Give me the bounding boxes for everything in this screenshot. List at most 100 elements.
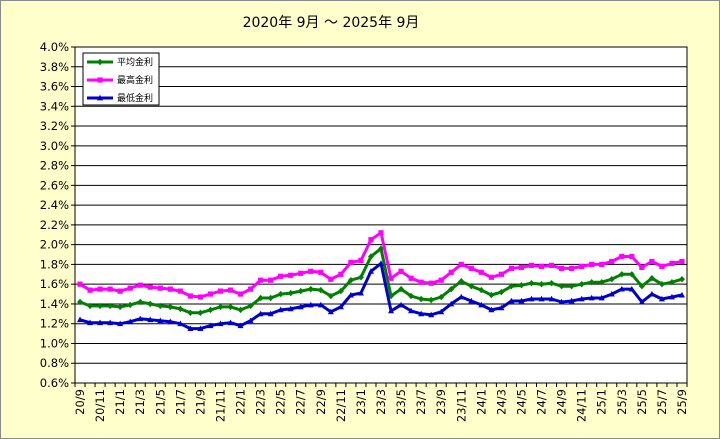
data-point bbox=[398, 301, 405, 308]
data-point bbox=[187, 293, 193, 299]
data-point bbox=[458, 293, 465, 300]
data-point bbox=[327, 308, 334, 315]
data-point bbox=[599, 261, 605, 268]
data-point bbox=[167, 318, 174, 325]
y-tick-label: 3.6% bbox=[40, 80, 69, 94]
data-point bbox=[428, 280, 434, 286]
data-point bbox=[418, 310, 425, 317]
data-point bbox=[528, 262, 535, 268]
x-tick-label: 20/11 bbox=[93, 389, 107, 422]
data-point bbox=[237, 291, 244, 297]
data-point bbox=[177, 320, 184, 327]
data-point bbox=[648, 290, 655, 297]
data-point bbox=[357, 274, 364, 281]
data-point bbox=[608, 290, 615, 297]
data-point bbox=[237, 306, 244, 314]
x-tick-label: 23/3 bbox=[374, 389, 388, 415]
data-point bbox=[338, 271, 344, 277]
data-point bbox=[418, 295, 425, 303]
data-point bbox=[648, 275, 655, 282]
data-point bbox=[288, 272, 294, 278]
data-point bbox=[448, 285, 455, 293]
data-point bbox=[678, 276, 685, 283]
data-point bbox=[157, 317, 164, 324]
data-point bbox=[548, 295, 555, 302]
data-point bbox=[498, 271, 504, 277]
data-point bbox=[207, 322, 214, 329]
data-point bbox=[548, 279, 555, 287]
data-point bbox=[97, 302, 104, 310]
y-tick-label: 2.0% bbox=[40, 238, 69, 252]
x-tick-label: 24/7 bbox=[535, 389, 549, 415]
x-tick-label: 22/9 bbox=[314, 389, 328, 415]
x-axis-ticks: 20/9 20/11 21/1 21/3 21/5 21/7 21/9 21/11 22/1 22… bbox=[73, 383, 689, 422]
data-point bbox=[658, 280, 665, 288]
data-point bbox=[518, 264, 525, 270]
data-point bbox=[167, 303, 174, 311]
series-group bbox=[77, 245, 685, 317]
data-point bbox=[247, 286, 254, 292]
data-point bbox=[378, 230, 384, 236]
data-point bbox=[97, 94, 103, 101]
data-point bbox=[247, 302, 254, 310]
data-point bbox=[317, 286, 324, 294]
data-point bbox=[137, 298, 144, 306]
data-point bbox=[308, 268, 314, 274]
x-tick-label: 22/3 bbox=[254, 389, 268, 415]
data-point bbox=[568, 297, 575, 304]
data-point bbox=[147, 300, 154, 308]
data-point bbox=[257, 310, 264, 317]
data-point bbox=[318, 269, 324, 275]
data-point bbox=[278, 273, 284, 279]
x-tick-label: 21/11 bbox=[213, 389, 227, 422]
data-point bbox=[458, 278, 465, 285]
data-point bbox=[77, 316, 84, 323]
data-point bbox=[307, 301, 314, 308]
x-tick-label: 22/7 bbox=[294, 389, 308, 415]
data-point bbox=[659, 263, 665, 269]
data-point bbox=[609, 258, 615, 265]
data-point bbox=[588, 279, 595, 286]
data-point bbox=[518, 281, 525, 289]
data-point bbox=[398, 285, 405, 293]
data-point bbox=[177, 305, 184, 313]
x-tick-label: 23/9 bbox=[434, 389, 448, 415]
data-point bbox=[488, 291, 495, 299]
data-point bbox=[619, 253, 625, 260]
data-point bbox=[258, 277, 264, 283]
x-tick-label: 24/1 bbox=[474, 389, 488, 415]
data-point bbox=[528, 295, 535, 302]
x-tick-label: 24/9 bbox=[555, 389, 569, 415]
data-point bbox=[629, 253, 635, 260]
data-point bbox=[558, 265, 565, 271]
x-tick-label: 22/5 bbox=[274, 389, 288, 415]
data-point bbox=[458, 261, 464, 268]
data-point bbox=[528, 279, 535, 287]
plot-area bbox=[74, 46, 688, 384]
y-tick-label: 0.8% bbox=[40, 356, 69, 370]
data-point bbox=[197, 294, 204, 300]
data-point bbox=[327, 292, 334, 300]
data-point bbox=[558, 298, 565, 305]
data-point bbox=[538, 263, 545, 269]
data-point bbox=[227, 287, 234, 293]
chart-title: 2020年 9月 ～ 2025年 9月 bbox=[243, 15, 420, 31]
data-point bbox=[97, 58, 103, 66]
data-point bbox=[107, 286, 113, 292]
x-tick-label: 21/7 bbox=[173, 389, 187, 415]
data-point bbox=[348, 259, 354, 266]
data-point bbox=[227, 303, 234, 311]
data-point bbox=[147, 316, 154, 323]
data-point bbox=[127, 318, 134, 325]
data-point bbox=[137, 315, 144, 322]
data-point bbox=[197, 325, 204, 332]
data-point bbox=[127, 301, 134, 309]
x-tick-label: 25/7 bbox=[655, 389, 669, 415]
data-point bbox=[268, 277, 274, 283]
data-point bbox=[217, 320, 224, 327]
data-point bbox=[668, 293, 675, 300]
data-point bbox=[628, 285, 635, 292]
